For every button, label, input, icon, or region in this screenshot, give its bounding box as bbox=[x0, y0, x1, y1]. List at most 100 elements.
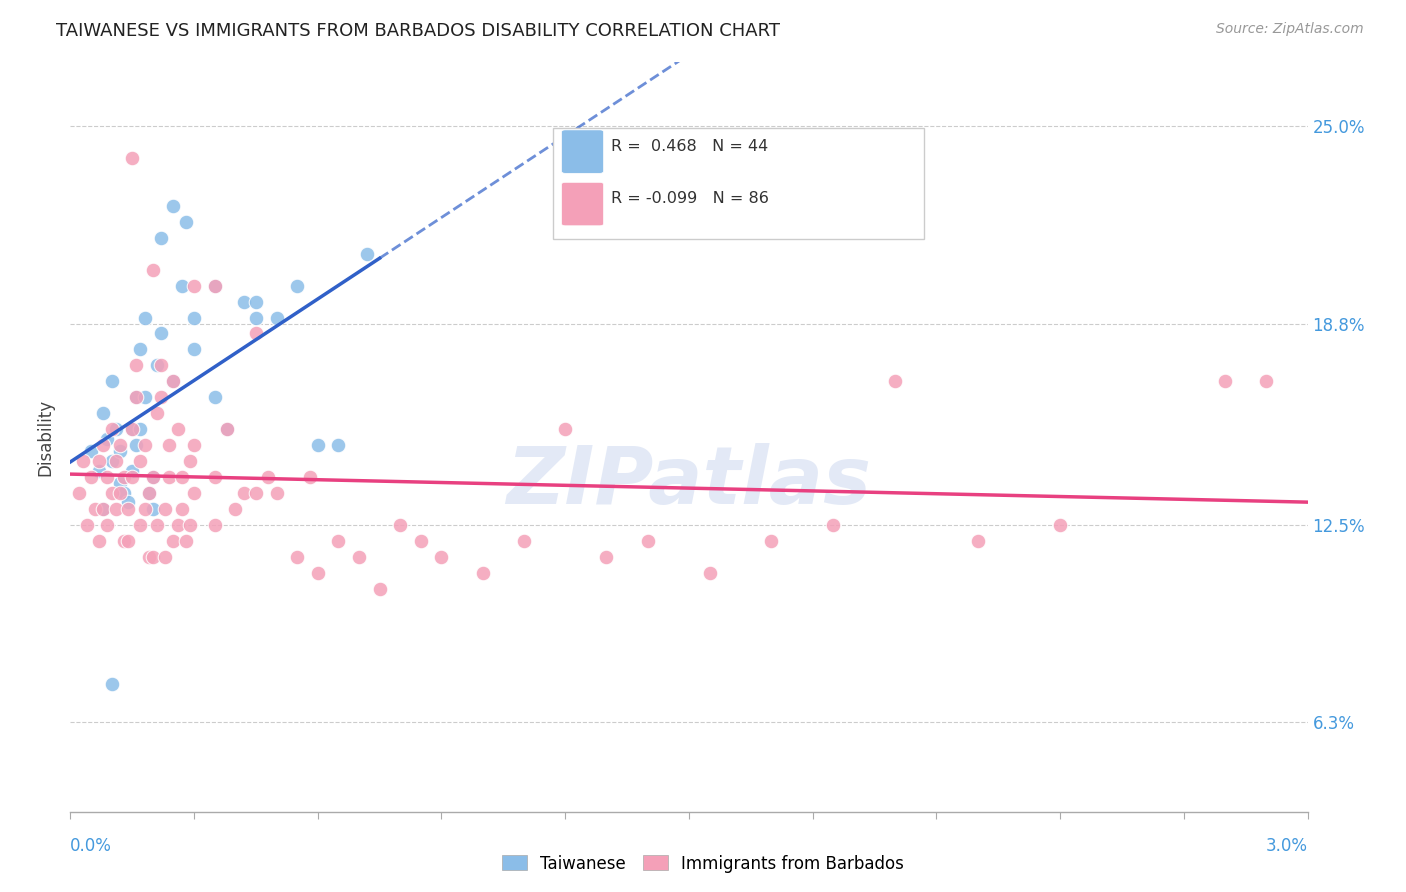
Point bbox=[150, 390, 173, 404]
Point bbox=[257, 470, 280, 484]
Point bbox=[204, 278, 226, 293]
Point bbox=[100, 422, 122, 436]
Point bbox=[307, 438, 329, 452]
Point bbox=[174, 533, 197, 548]
Point bbox=[966, 533, 988, 548]
Point bbox=[96, 432, 118, 446]
Point bbox=[142, 501, 165, 516]
Point bbox=[108, 444, 131, 458]
Point bbox=[150, 359, 173, 373]
Point bbox=[637, 533, 659, 548]
Point bbox=[215, 422, 238, 436]
Point bbox=[100, 486, 122, 500]
Point bbox=[80, 444, 103, 458]
Text: R = -0.099   N = 86: R = -0.099 N = 86 bbox=[612, 191, 769, 206]
Point bbox=[104, 454, 127, 468]
FancyBboxPatch shape bbox=[561, 182, 603, 226]
Point bbox=[134, 438, 156, 452]
Point bbox=[157, 438, 180, 452]
Point bbox=[266, 310, 288, 325]
Point bbox=[125, 390, 148, 404]
Text: R =  0.468   N = 44: R = 0.468 N = 44 bbox=[612, 139, 768, 153]
Point bbox=[84, 501, 107, 516]
Point bbox=[125, 438, 148, 452]
Point bbox=[170, 501, 193, 516]
Point bbox=[232, 294, 254, 309]
FancyBboxPatch shape bbox=[561, 130, 603, 173]
Point bbox=[108, 486, 131, 500]
Text: TAIWANESE VS IMMIGRANTS FROM BARBADOS DISABILITY CORRELATION CHART: TAIWANESE VS IMMIGRANTS FROM BARBADOS DI… bbox=[56, 22, 780, 40]
Point bbox=[328, 533, 350, 548]
Point bbox=[179, 454, 201, 468]
Point bbox=[153, 501, 176, 516]
Point bbox=[245, 294, 267, 309]
Point bbox=[204, 278, 226, 293]
Point bbox=[183, 310, 205, 325]
Point bbox=[112, 486, 135, 500]
Legend: Taiwanese, Immigrants from Barbados: Taiwanese, Immigrants from Barbados bbox=[495, 848, 911, 880]
Point bbox=[142, 262, 165, 277]
Point bbox=[166, 422, 188, 436]
Point bbox=[112, 533, 135, 548]
Point bbox=[117, 495, 139, 509]
Point bbox=[100, 454, 122, 468]
Text: ZIPatlas: ZIPatlas bbox=[506, 443, 872, 521]
Point bbox=[471, 566, 494, 580]
Point bbox=[389, 517, 412, 532]
Point bbox=[100, 374, 122, 388]
Point bbox=[117, 533, 139, 548]
Point bbox=[138, 486, 160, 500]
Point bbox=[245, 326, 267, 341]
Text: Source: ZipAtlas.com: Source: ZipAtlas.com bbox=[1216, 22, 1364, 37]
Point bbox=[204, 470, 226, 484]
FancyBboxPatch shape bbox=[553, 128, 924, 238]
Point bbox=[162, 374, 184, 388]
Point bbox=[150, 231, 173, 245]
Point bbox=[430, 549, 453, 564]
Point bbox=[142, 470, 165, 484]
Point bbox=[224, 501, 246, 516]
Point bbox=[245, 310, 267, 325]
Point bbox=[183, 486, 205, 500]
Point bbox=[157, 470, 180, 484]
Point bbox=[368, 582, 391, 596]
Point bbox=[1256, 374, 1278, 388]
Point bbox=[307, 566, 329, 580]
Point bbox=[138, 486, 160, 500]
Point bbox=[138, 549, 160, 564]
Point bbox=[67, 486, 90, 500]
Point bbox=[80, 470, 103, 484]
Point bbox=[129, 454, 152, 468]
Point bbox=[761, 533, 783, 548]
Point bbox=[104, 501, 127, 516]
Point bbox=[125, 359, 148, 373]
Point bbox=[134, 390, 156, 404]
Point bbox=[1213, 374, 1236, 388]
Point bbox=[100, 677, 122, 691]
Point bbox=[409, 533, 432, 548]
Point bbox=[513, 533, 536, 548]
Text: 0.0%: 0.0% bbox=[70, 838, 112, 855]
Point bbox=[121, 151, 143, 165]
Point bbox=[204, 517, 226, 532]
Point bbox=[91, 438, 114, 452]
Point bbox=[153, 549, 176, 564]
Point bbox=[121, 464, 143, 478]
Point bbox=[104, 422, 127, 436]
Point bbox=[129, 422, 152, 436]
Point bbox=[884, 374, 907, 388]
Point bbox=[298, 470, 321, 484]
Point bbox=[174, 215, 197, 229]
Point bbox=[117, 501, 139, 516]
Point bbox=[146, 406, 169, 420]
Point bbox=[108, 476, 131, 491]
Point bbox=[134, 310, 156, 325]
Point bbox=[266, 486, 288, 500]
Point bbox=[245, 486, 267, 500]
Point bbox=[162, 374, 184, 388]
Point bbox=[285, 278, 308, 293]
Point bbox=[215, 422, 238, 436]
Point bbox=[112, 470, 135, 484]
Point bbox=[183, 278, 205, 293]
Y-axis label: Disability: Disability bbox=[37, 399, 55, 475]
